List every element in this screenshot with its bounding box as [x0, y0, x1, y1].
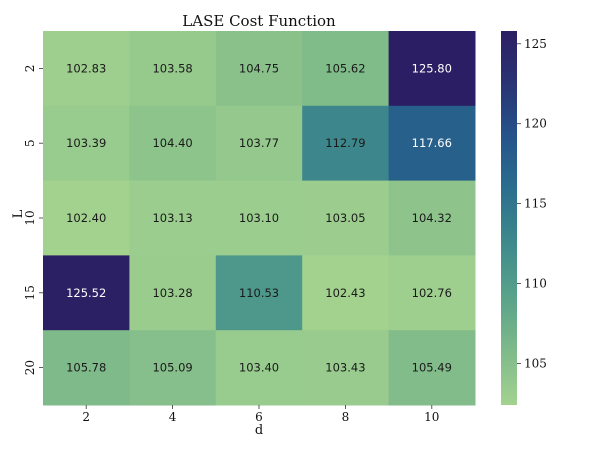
chart-title: LASE Cost Function [182, 12, 336, 30]
colorbar-tick-label: 115 [524, 197, 547, 211]
heatmap-cell [43, 330, 130, 406]
heatmap-cell [43, 255, 130, 331]
cell-value-label: 105.49 [412, 361, 452, 375]
cell-value-label: 103.39 [66, 136, 106, 150]
heatmap-cell [215, 255, 303, 331]
cell-value-label: 102.76 [412, 286, 452, 300]
x-axis-label: d [255, 423, 263, 438]
heatmap-cell [302, 180, 390, 256]
y-tick-label: 2 [23, 65, 37, 73]
heatmap-cells [43, 31, 476, 406]
heatmap-cell [215, 330, 303, 406]
cell-value-label: 103.05 [325, 211, 365, 225]
y-tick-label: 10 [23, 210, 37, 225]
cell-value-label: 125.52 [66, 286, 106, 300]
heatmap-cell [129, 105, 217, 182]
heatmap-cell [388, 31, 476, 107]
y-axis-ticks: 2 5 10 15 20 [23, 65, 43, 375]
heatmap-cell [388, 180, 476, 256]
heatmap-cell [302, 31, 390, 107]
heatmap-cell [43, 180, 130, 256]
heatmap-cell [302, 255, 390, 331]
cell-value-label: 103.28 [152, 286, 192, 300]
x-tick-label: 10 [424, 410, 439, 424]
cell-value-label: 105.62 [325, 61, 365, 75]
cell-value-label: 103.13 [152, 211, 192, 225]
cell-value-label: 103.10 [239, 211, 279, 225]
cell-value-label: 104.32 [412, 211, 452, 225]
x-tick-label: 8 [342, 410, 350, 424]
colorbar [501, 31, 517, 405]
colorbar-tick-label: 125 [524, 37, 547, 51]
x-tick-label: 6 [255, 410, 263, 424]
y-tick-label: 20 [23, 360, 37, 375]
heatmap-cell [215, 180, 303, 256]
colorbar-tick-label: 120 [524, 117, 547, 131]
heatmap-cell [129, 31, 217, 107]
cell-value-label: 125.80 [412, 61, 452, 75]
heatmap-cell-labels: 102.83 103.58 104.75 105.62 125.80 103.39 104.… [66, 61, 452, 374]
heatmap-cell [302, 330, 390, 406]
y-tick-label: 15 [23, 285, 37, 300]
x-axis-ticks: 2 4 6 8 10 [82, 405, 439, 424]
heatmap-cell [388, 105, 476, 182]
colorbar-ticks: 105 110 115 120 125 [517, 37, 547, 370]
cell-value-label: 104.40 [152, 136, 192, 150]
cell-value-label: 103.40 [239, 361, 279, 375]
cell-value-label: 102.40 [66, 211, 106, 225]
cell-value-label: 110.53 [239, 286, 279, 300]
heatmap-cell [215, 105, 303, 182]
cell-value-label: 104.75 [239, 61, 279, 75]
y-tick-label: 5 [23, 139, 37, 147]
cell-value-label: 105.78 [66, 361, 106, 375]
heatmap-cell [129, 180, 217, 256]
cell-value-label: 105.09 [152, 361, 192, 375]
x-tick-label: 4 [169, 410, 177, 424]
cell-value-label: 102.43 [325, 286, 365, 300]
cell-value-label: 112.79 [325, 136, 365, 150]
cell-value-label: 103.43 [325, 361, 365, 375]
y-axis-label: L [11, 209, 26, 218]
cell-value-label: 103.58 [152, 61, 192, 75]
cell-value-label: 117.66 [412, 136, 452, 150]
x-tick-label: 2 [82, 410, 90, 424]
heatmap-cell [302, 105, 390, 182]
heatmap-cell [215, 31, 303, 107]
cell-value-label: 102.83 [66, 61, 106, 75]
colorbar-tick-label: 110 [524, 277, 547, 291]
heatmap-cell [388, 255, 476, 331]
heatmap-cell [43, 105, 130, 182]
heatmap-cell [129, 330, 217, 406]
heatmap-cell [129, 255, 217, 331]
cell-value-label: 103.77 [239, 136, 279, 150]
colorbar-tick-label: 105 [524, 356, 547, 370]
heatmap-cell [388, 330, 476, 406]
heatmap-cell [43, 31, 130, 107]
